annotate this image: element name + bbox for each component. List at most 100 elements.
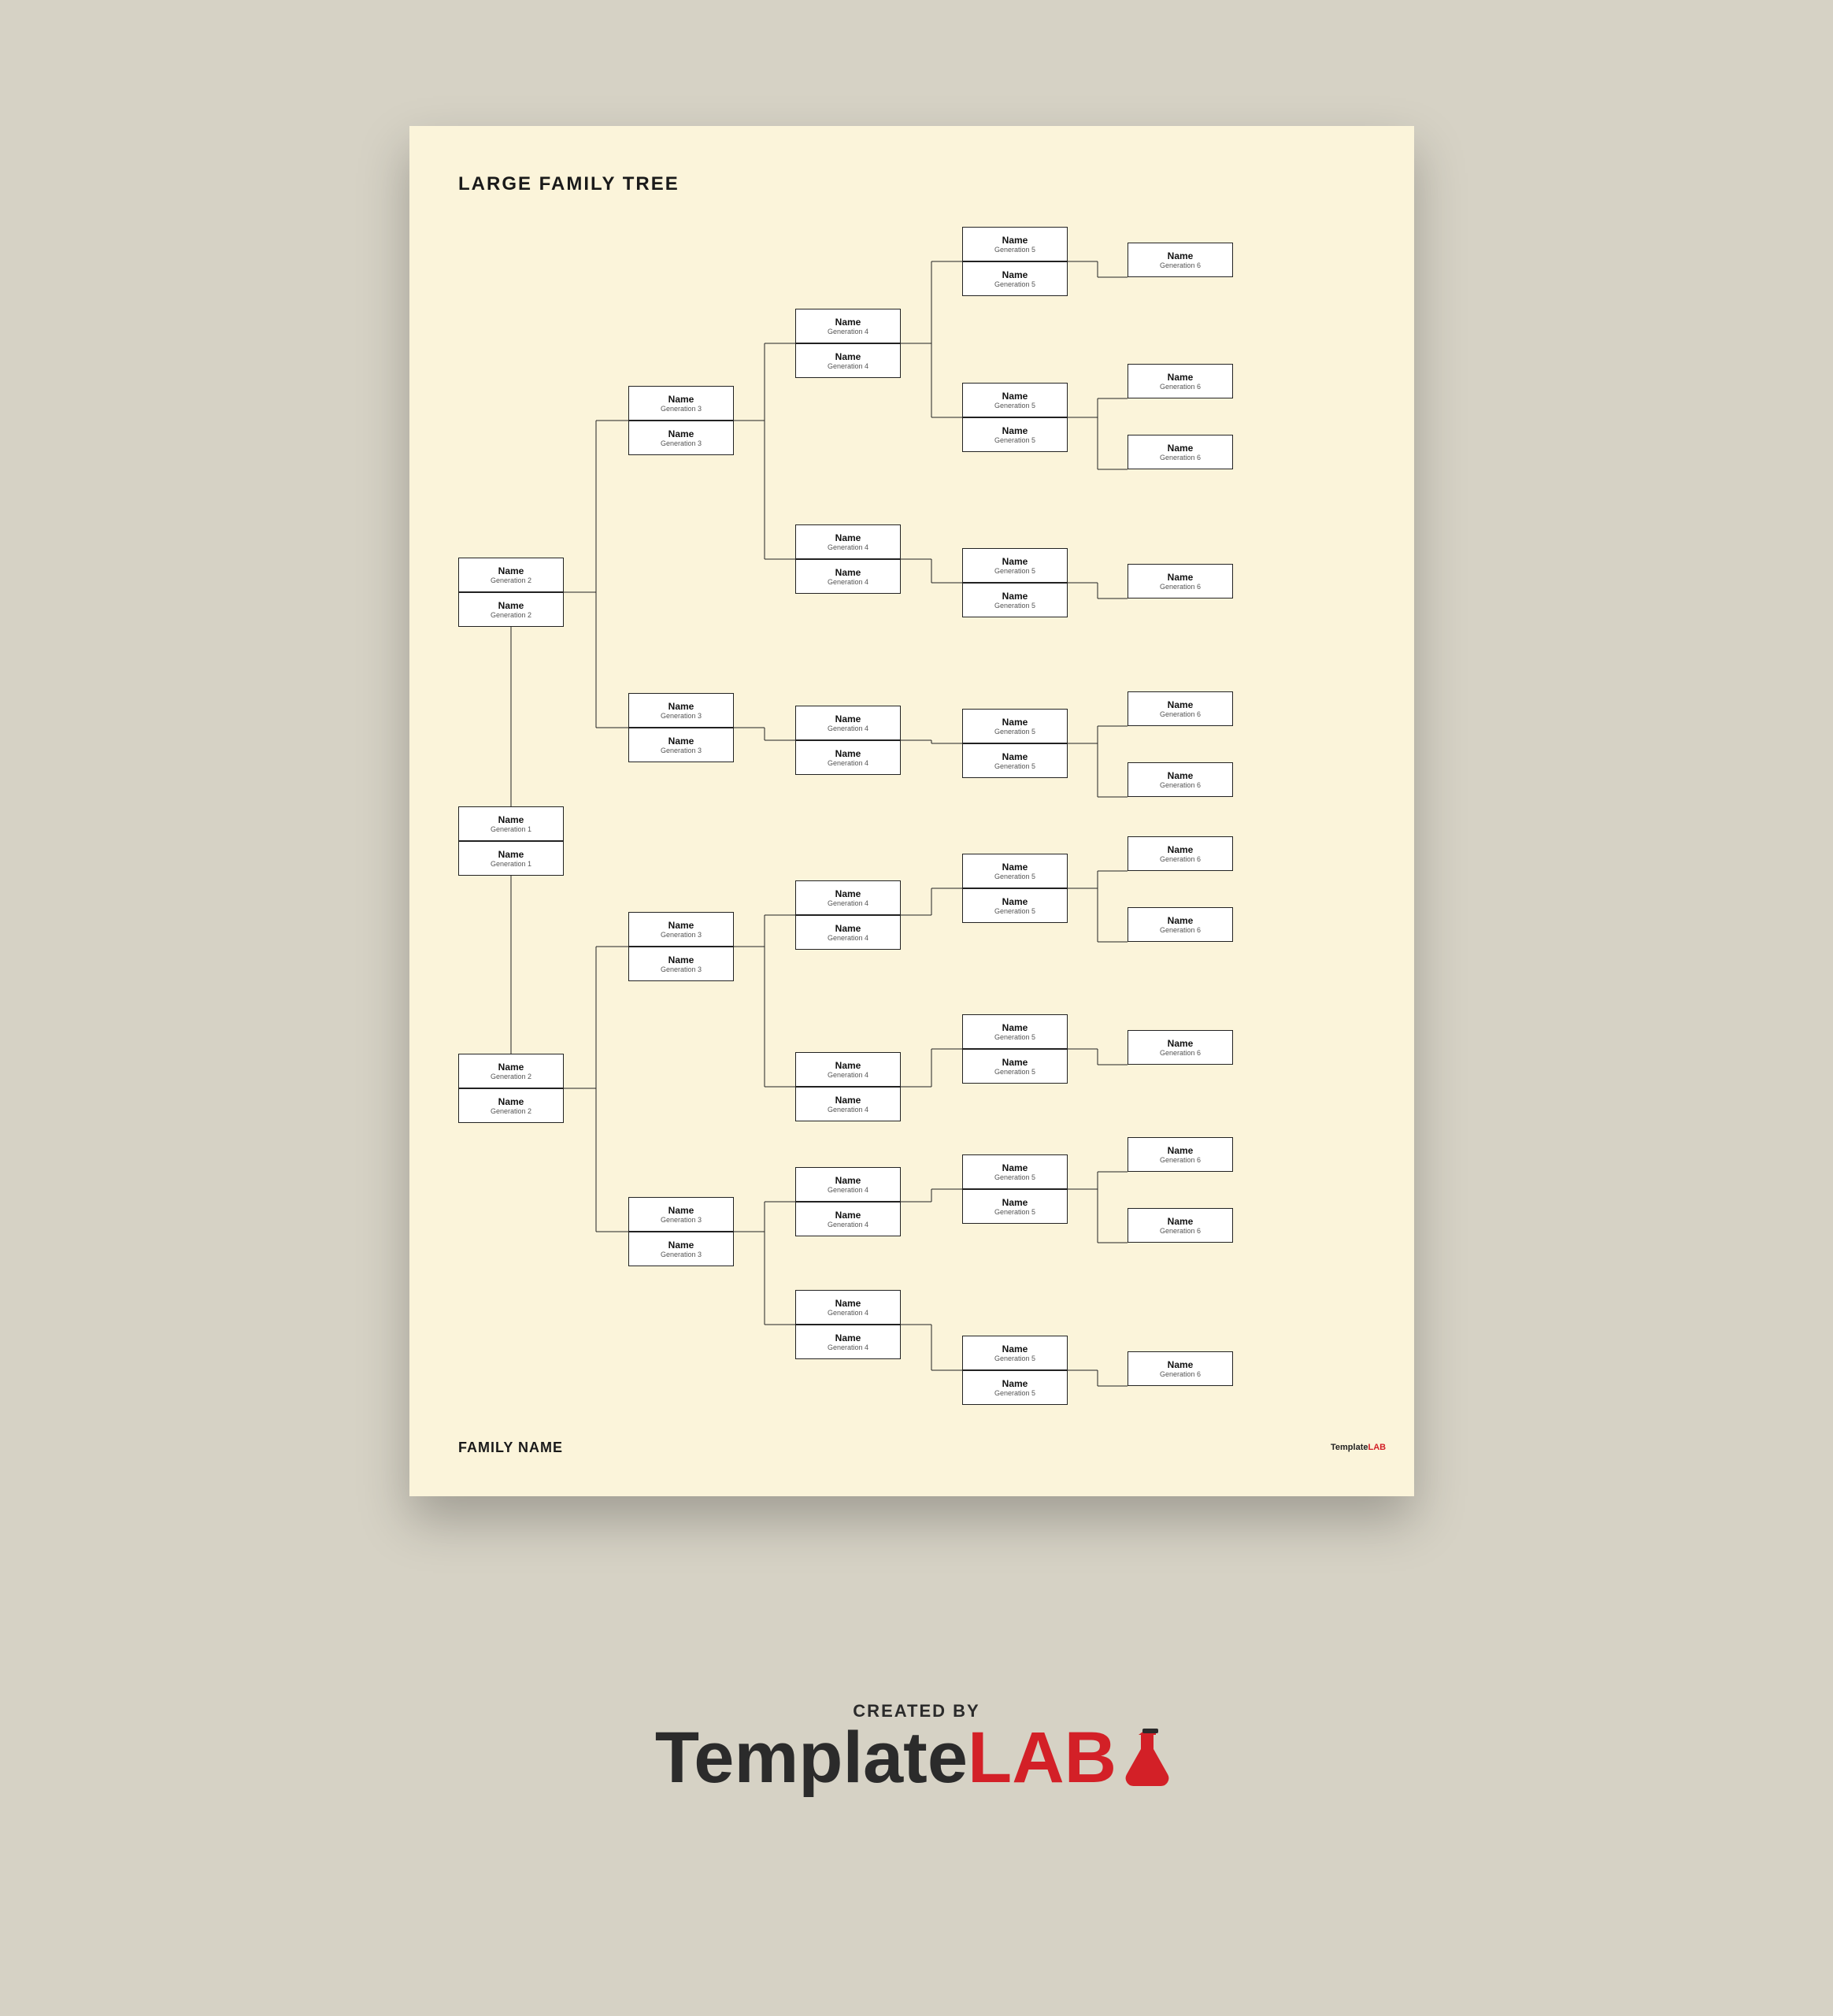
node-generation: Generation 6 — [1160, 855, 1201, 863]
tree-node: NameGeneration 5 — [962, 709, 1068, 743]
node-name: Name — [668, 736, 694, 747]
tree-node: NameGeneration 6 — [1128, 836, 1233, 871]
tree-node: NameGeneration 2 — [458, 592, 564, 627]
node-name: Name — [835, 1175, 861, 1186]
node-name: Name — [1002, 1162, 1028, 1173]
tree-node: NameGeneration 4 — [795, 1290, 901, 1325]
node-generation: Generation 4 — [828, 1221, 868, 1228]
node-name: Name — [498, 565, 524, 576]
tree-node: NameGeneration 4 — [795, 1052, 901, 1087]
tree-node: NameGeneration 6 — [1128, 762, 1233, 797]
node-name: Name — [1168, 1038, 1194, 1049]
tree-node: NameGeneration 3 — [628, 386, 734, 421]
tree-node: NameGeneration 4 — [795, 524, 901, 559]
tree-node: NameGeneration 5 — [962, 1154, 1068, 1189]
node-generation: Generation 4 — [828, 578, 868, 586]
node-name: Name — [1168, 1145, 1194, 1156]
tree-node: NameGeneration 6 — [1128, 435, 1233, 469]
node-generation: Generation 2 — [491, 1107, 531, 1115]
tree-node: NameGeneration 3 — [628, 912, 734, 947]
tree-node: NameGeneration 5 — [962, 1049, 1068, 1084]
tree-node: NameGeneration 6 — [1128, 364, 1233, 398]
tree-node: NameGeneration 4 — [795, 559, 901, 594]
tree-node: NameGeneration 6 — [1128, 1351, 1233, 1386]
node-name: Name — [835, 923, 861, 934]
node-name: Name — [1002, 896, 1028, 907]
tree-node: NameGeneration 5 — [962, 548, 1068, 583]
node-name: Name — [1002, 751, 1028, 762]
node-generation: Generation 6 — [1160, 1156, 1201, 1164]
node-name: Name — [835, 567, 861, 578]
node-generation: Generation 4 — [828, 899, 868, 907]
tree-node: NameGeneration 3 — [628, 728, 734, 762]
node-name: Name — [668, 428, 694, 439]
node-name: Name — [1168, 1216, 1194, 1227]
node-name: Name — [835, 748, 861, 759]
node-name: Name — [835, 1095, 861, 1106]
tree-node: NameGeneration 5 — [962, 261, 1068, 296]
tree-node: NameGeneration 4 — [795, 1325, 901, 1359]
tree-node: NameGeneration 6 — [1128, 564, 1233, 598]
node-name: Name — [1168, 844, 1194, 855]
node-generation: Generation 6 — [1160, 1049, 1201, 1057]
node-generation: Generation 5 — [994, 280, 1035, 288]
node-generation: Generation 3 — [661, 439, 702, 447]
node-name: Name — [835, 1298, 861, 1309]
node-generation: Generation 5 — [994, 1208, 1035, 1216]
node-generation: Generation 5 — [994, 436, 1035, 444]
tree-node: NameGeneration 3 — [628, 1232, 734, 1266]
node-name: Name — [835, 888, 861, 899]
tree-node: NameGeneration 3 — [628, 947, 734, 981]
node-name: Name — [1168, 699, 1194, 710]
node-generation: Generation 5 — [994, 762, 1035, 770]
node-generation: Generation 4 — [828, 543, 868, 551]
node-generation: Generation 5 — [994, 873, 1035, 880]
tree-node: NameGeneration 2 — [458, 1088, 564, 1123]
tree-node: NameGeneration 5 — [962, 227, 1068, 261]
node-generation: Generation 5 — [994, 567, 1035, 575]
tree-node: NameGeneration 6 — [1128, 1030, 1233, 1065]
tree-node: NameGeneration 1 — [458, 841, 564, 876]
tree-node: NameGeneration 4 — [795, 706, 901, 740]
node-generation: Generation 1 — [491, 860, 531, 868]
node-generation: Generation 2 — [491, 576, 531, 584]
node-generation: Generation 2 — [491, 1073, 531, 1080]
node-generation: Generation 3 — [661, 405, 702, 413]
page-title: LARGE FAMILY TREE — [458, 173, 680, 195]
tree-node: NameGeneration 5 — [962, 1336, 1068, 1370]
node-name: Name — [835, 351, 861, 362]
tree-node: NameGeneration 3 — [628, 421, 734, 455]
node-generation: Generation 6 — [1160, 1370, 1201, 1378]
template-page: LARGE FAMILY TREE FAMILY NAME TemplateLA… — [409, 126, 1414, 1496]
tree-node: NameGeneration 5 — [962, 888, 1068, 923]
tree-node: NameGeneration 4 — [795, 1202, 901, 1236]
tree-node: NameGeneration 5 — [962, 1370, 1068, 1405]
node-name: Name — [1002, 1378, 1028, 1389]
node-generation: Generation 4 — [828, 934, 868, 942]
node-generation: Generation 3 — [661, 1251, 702, 1258]
node-name: Name — [668, 954, 694, 965]
node-generation: Generation 5 — [994, 1068, 1035, 1076]
node-generation: Generation 6 — [1160, 261, 1201, 269]
tree-node: NameGeneration 5 — [962, 583, 1068, 617]
tree-node: NameGeneration 2 — [458, 1054, 564, 1088]
node-name: Name — [1168, 443, 1194, 454]
node-name: Name — [1002, 1057, 1028, 1068]
node-name: Name — [835, 713, 861, 724]
node-generation: Generation 4 — [828, 759, 868, 767]
node-generation: Generation 5 — [994, 1173, 1035, 1181]
brand-logo: TemplateLAB — [0, 1721, 1833, 1800]
node-generation: Generation 5 — [994, 402, 1035, 410]
tree-node: NameGeneration 4 — [795, 915, 901, 950]
tree-node: NameGeneration 5 — [962, 417, 1068, 452]
node-name: Name — [668, 1205, 694, 1216]
node-name: Name — [668, 701, 694, 712]
node-generation: Generation 4 — [828, 724, 868, 732]
node-generation: Generation 5 — [994, 1033, 1035, 1041]
node-generation: Generation 3 — [661, 1216, 702, 1224]
node-generation: Generation 6 — [1160, 454, 1201, 461]
tree-node: NameGeneration 3 — [628, 693, 734, 728]
tree-node: NameGeneration 4 — [795, 740, 901, 775]
node-name: Name — [668, 394, 694, 405]
node-name: Name — [668, 1240, 694, 1251]
